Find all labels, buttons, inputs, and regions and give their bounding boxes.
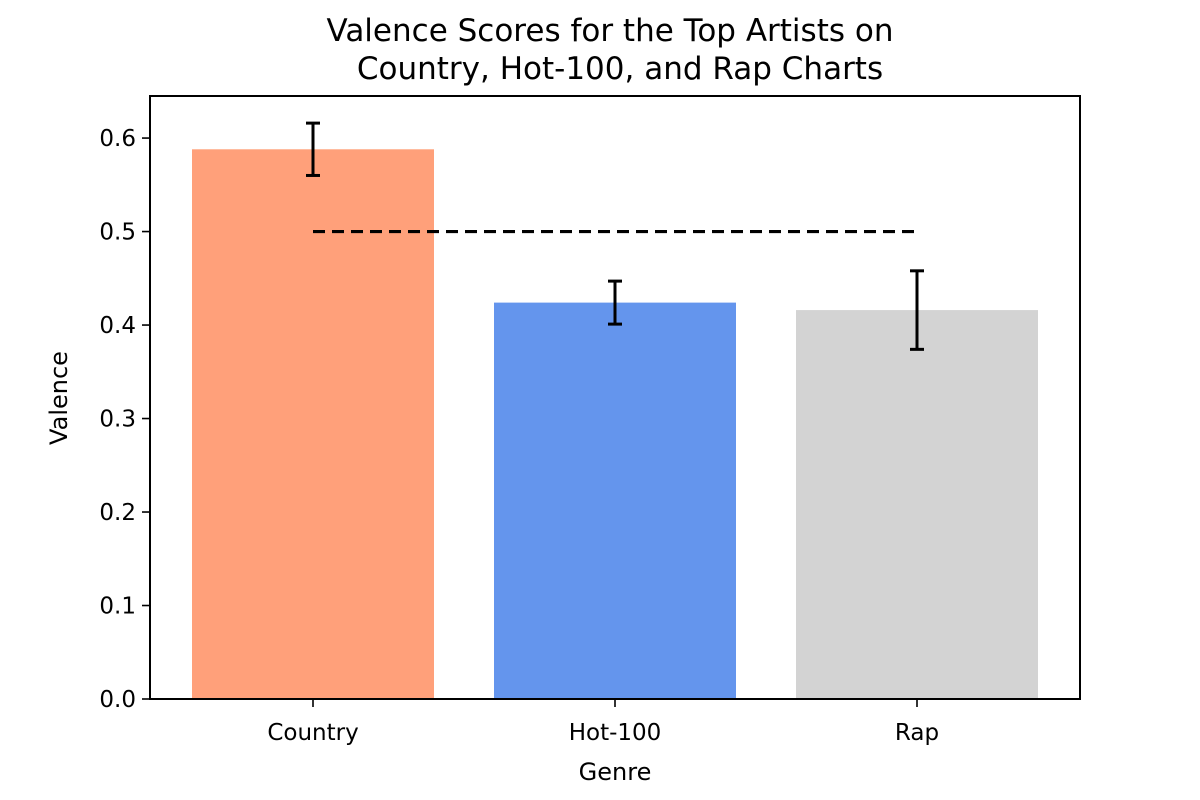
- y-axis-label: Valence: [45, 351, 73, 445]
- x-tick-label: Country: [267, 720, 358, 746]
- y-tick-label: 0.3: [99, 407, 136, 433]
- y-tick-label: 0.6: [99, 126, 136, 152]
- x-tick-label: Hot-100: [569, 720, 662, 746]
- chart-title-line-2: Country, Hot-100, and Rap Charts: [357, 51, 883, 87]
- y-tick-label: 0.1: [99, 594, 136, 620]
- bar-country: [192, 149, 434, 699]
- x-axis-label: Genre: [579, 758, 652, 786]
- plot-frame: [149, 95, 1081, 700]
- x-tick-label: Rap: [895, 720, 939, 746]
- y-tick-label: 0.0: [99, 687, 136, 713]
- y-tick-label: 0.4: [99, 313, 136, 339]
- bar-rap: [796, 310, 1038, 699]
- y-tick-label: 0.5: [99, 220, 136, 246]
- chart-title-line-1: Valence Scores for the Top Artists on: [327, 13, 894, 49]
- y-tick-label: 0.2: [99, 500, 136, 526]
- bar-hot-100: [494, 302, 736, 699]
- plot-area: 0.0 0.1 0.2 0.3 0.4 0.5 0.6 Country Hot-100 Rap: [99, 121, 1038, 746]
